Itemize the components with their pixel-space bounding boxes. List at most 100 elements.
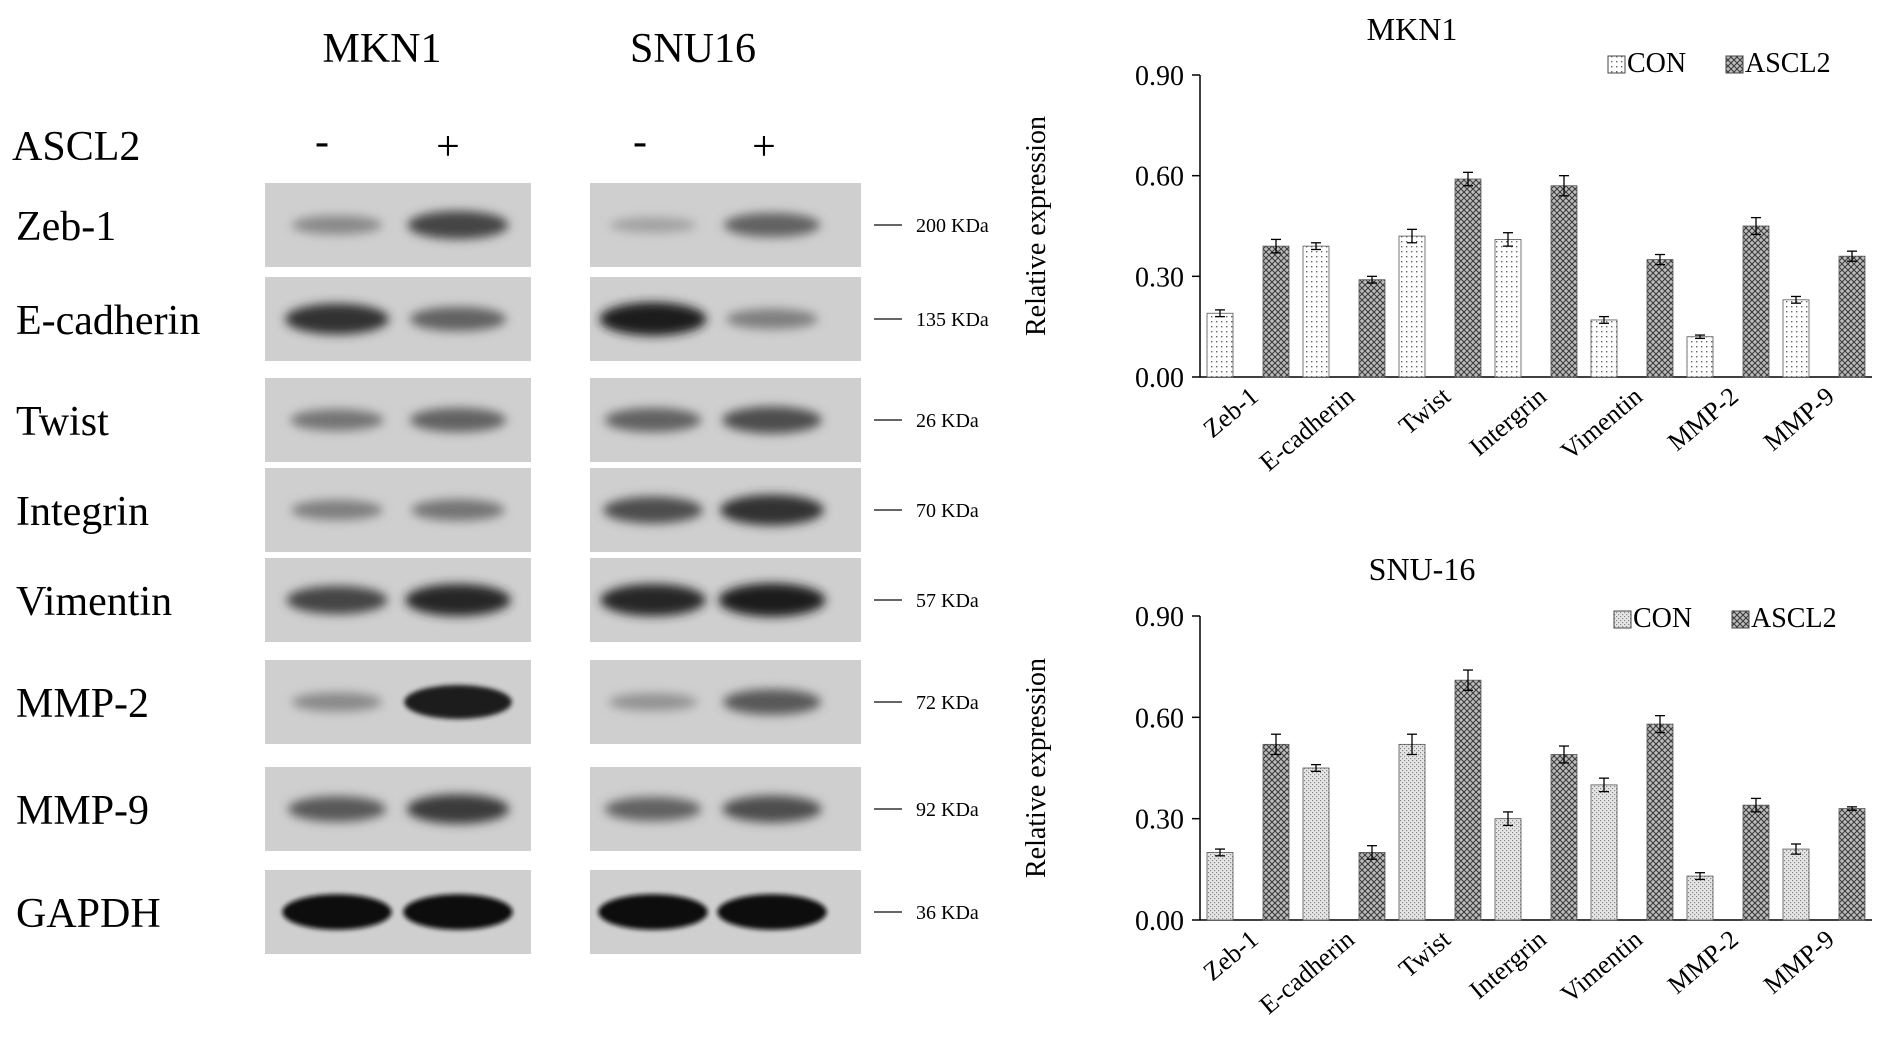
protein-band (282, 894, 392, 930)
bar-ascl2 (1262, 245, 1290, 378)
legend-label: ASCL2 (1745, 48, 1831, 79)
protein-band (407, 210, 509, 240)
x-tick-label: MMP-2 (1662, 381, 1744, 456)
blot-row: Zeb-1 200 KDa (16, 183, 989, 267)
y-tick-label: 0.60 (1135, 703, 1184, 734)
x-tick-label: Twist (1393, 381, 1456, 441)
y-tick-label: 0.00 (1135, 906, 1184, 937)
protein-band (604, 407, 702, 433)
x-tick-label: Zeb-1 (1198, 924, 1264, 986)
treatment-label: ASCL2 (12, 124, 140, 170)
molecular-weight-label: 72 KDa (916, 692, 979, 714)
protein-label: MMP-9 (16, 788, 149, 834)
bar-ascl2 (1262, 743, 1290, 921)
protein-band (717, 894, 827, 930)
bar-con (1206, 312, 1234, 378)
bar-ascl2 (1454, 178, 1482, 378)
protein-label: Twist (16, 399, 109, 445)
protein-band (285, 303, 389, 335)
bar-con (1686, 336, 1714, 378)
molecular-weight-label: 92 KDa (916, 799, 979, 821)
blot-row: Twist 26 KDa (16, 378, 979, 462)
protein-band (409, 407, 507, 433)
bar-con (1590, 784, 1618, 921)
bar-ascl2 (1358, 279, 1386, 378)
protein-band (291, 499, 383, 521)
molecular-weight-label: 57 KDa (916, 590, 979, 612)
x-tick-label: E-cadherin (1254, 924, 1360, 1020)
legend-label: CON (1627, 48, 1686, 79)
protein-band (409, 306, 507, 332)
bar-ascl2 (1646, 723, 1674, 921)
bar-con (1782, 848, 1810, 921)
legend-swatch (1607, 55, 1626, 74)
x-tick-label: MMP-9 (1758, 924, 1840, 999)
protein-band (723, 689, 821, 715)
y-tick-label: 0.30 (1135, 805, 1184, 836)
lane-sign-1: - (315, 119, 329, 165)
western-blot-panel: MKN1 SNU16 ASCL2 - + - + Zeb-1 200 KDa E-c… (12, 26, 989, 954)
legend-swatch (1725, 55, 1744, 74)
bar-chart-mkn1: MKN1 0.00 0.30 0.60 0.90 Relative expression Z… (1021, 11, 1872, 477)
molecular-weight-label: 135 KDa (916, 309, 989, 331)
protein-band (598, 894, 708, 930)
legend-label: CON (1633, 603, 1692, 634)
protein-band (720, 494, 824, 526)
blot-row: MMP-2 72 KDa (16, 660, 979, 744)
protein-label: GAPDH (16, 891, 161, 937)
protein-label: E-cadherin (16, 298, 200, 344)
protein-band (600, 583, 706, 617)
bar-ascl2 (1358, 852, 1386, 921)
protein-label: Zeb-1 (16, 204, 116, 250)
bar-con (1494, 818, 1522, 921)
protein-band (599, 302, 707, 336)
lane-sign-2: + (436, 124, 460, 170)
molecular-weight-label: 200 KDa (916, 215, 989, 237)
bar-ascl2 (1838, 255, 1866, 378)
x-tick-label: MMP-9 (1758, 381, 1840, 456)
cell-line-label-mkn1: MKN1 (322, 26, 441, 72)
y-tick-label: 0.00 (1135, 363, 1184, 394)
protein-label: Integrin (16, 489, 149, 535)
lane-sign-4: + (752, 124, 776, 170)
molecular-weight-label: 26 KDa (916, 410, 979, 432)
protein-band (403, 894, 513, 930)
bar-con (1398, 235, 1426, 378)
y-tick-label: 0.90 (1135, 602, 1184, 633)
protein-band (726, 308, 818, 330)
bar-con (1398, 743, 1426, 921)
chart-title: SNU-16 (1369, 551, 1476, 587)
x-tick-label: Vimentin (1555, 924, 1648, 1008)
y-axis-label: Relative expression (1021, 116, 1052, 336)
chart-title: MKN1 (1367, 11, 1458, 47)
blot-row: MMP-9 92 KDa (16, 767, 979, 851)
bar-ascl2 (1550, 185, 1578, 378)
protein-band (722, 406, 822, 434)
legend-label: ASCL2 (1751, 603, 1837, 634)
x-tick-label: Zeb-1 (1198, 381, 1264, 443)
protein-band (723, 212, 821, 238)
bar-con (1206, 852, 1234, 921)
bar-ascl2 (1646, 259, 1674, 378)
bar-ascl2 (1550, 754, 1578, 921)
bar-ascl2 (1742, 804, 1770, 921)
legend-swatch (1613, 610, 1632, 629)
protein-band (404, 685, 512, 719)
bar-con (1494, 239, 1522, 378)
protein-band (405, 583, 511, 617)
protein-band (411, 499, 505, 521)
y-tick-label: 0.90 (1135, 61, 1184, 92)
protein-band (290, 409, 384, 431)
protein-band (291, 215, 383, 235)
bar-ascl2 (1742, 225, 1770, 378)
protein-band (722, 795, 822, 823)
y-tick-label: 0.30 (1135, 262, 1184, 293)
protein-label: Vimentin (16, 579, 172, 625)
protein-band (406, 794, 510, 824)
molecular-weight-label: 36 KDa (916, 902, 979, 924)
bar-con (1302, 245, 1330, 378)
protein-band (609, 217, 697, 233)
blot-row: GAPDH 36 KDa (16, 870, 979, 954)
protein-band (604, 796, 702, 822)
